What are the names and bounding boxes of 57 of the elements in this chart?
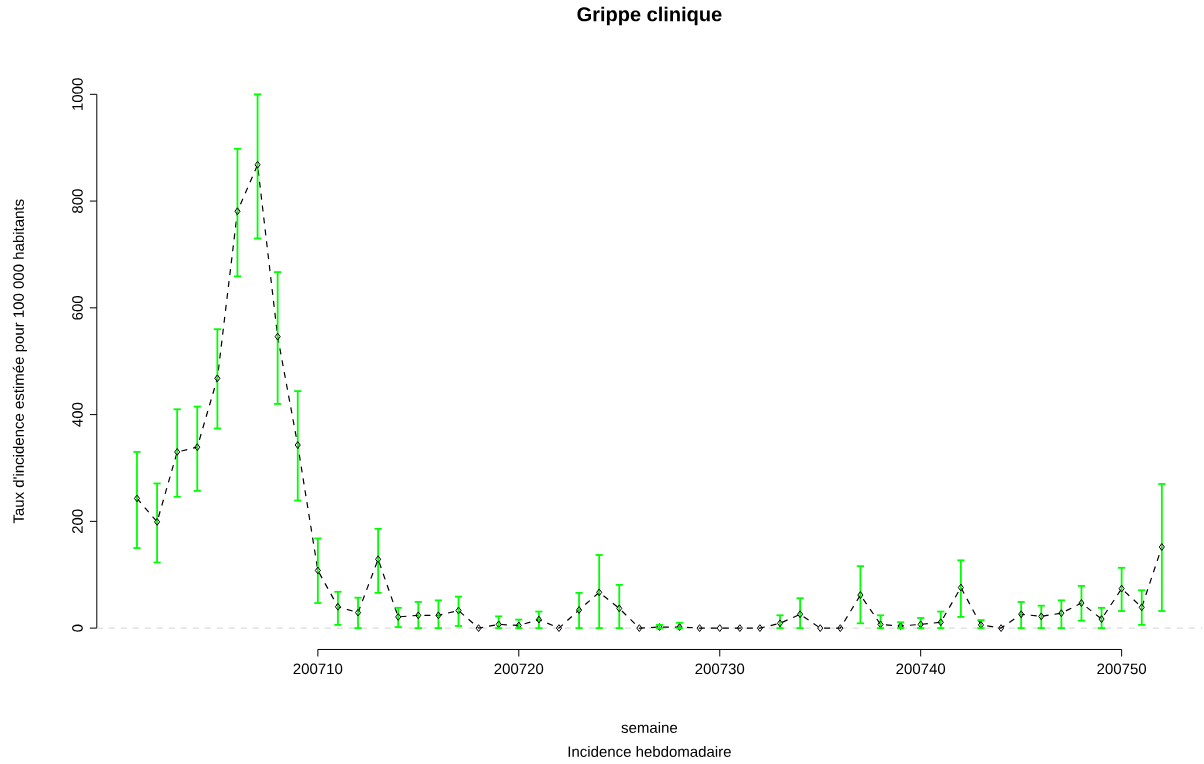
point [294,441,301,450]
point [133,494,141,503]
point [1058,609,1065,618]
point [1138,603,1145,612]
point [756,624,763,633]
point [274,332,281,341]
text: Incidence hebdomadaire [568,746,731,758]
point [716,624,723,633]
point [1078,599,1085,608]
point [857,591,864,600]
point [696,624,703,633]
point [1038,612,1045,621]
point [636,624,643,633]
point [736,624,743,633]
chart-title: Grippe clinique [577,6,722,26]
point [234,207,241,216]
point [998,624,1005,633]
point [214,374,221,383]
point [154,518,161,526]
x-tick-label: 200710 [293,663,343,675]
y-tick-label: 800 [72,189,83,214]
y-tick-label: 1000 [72,78,83,111]
point [817,624,824,633]
point [174,448,181,457]
point [194,443,201,452]
point [475,624,482,633]
point [957,583,964,592]
point [435,611,442,620]
point [1098,615,1105,624]
x-tick-label: 200740 [896,663,946,675]
point [354,608,362,617]
point [334,603,341,611]
point [555,624,563,633]
x-tick-label: 200750 [1097,663,1147,675]
x-axis-title: semaine [621,722,678,734]
point [837,624,844,633]
y-tick-label: 400 [72,402,83,427]
point [254,161,261,169]
point [1018,610,1025,619]
point [415,611,422,620]
x-tick-label: 200720 [494,663,544,675]
point [797,610,804,619]
point [455,606,462,615]
point [596,588,603,597]
point [375,555,382,564]
point [1158,543,1165,552]
point [576,606,583,615]
point [395,613,402,621]
y-tick-label: 0 [72,624,83,632]
x-tick-label: 200730 [695,663,745,675]
y-tick-label: 200 [72,509,83,534]
point [535,615,542,624]
point [1118,584,1125,593]
point [314,566,321,575]
y-tick-label: 600 [72,296,83,320]
point [616,604,623,613]
y-axis-title: Taux d'incidence estimée pour 100 000 habitants [12,199,27,524]
